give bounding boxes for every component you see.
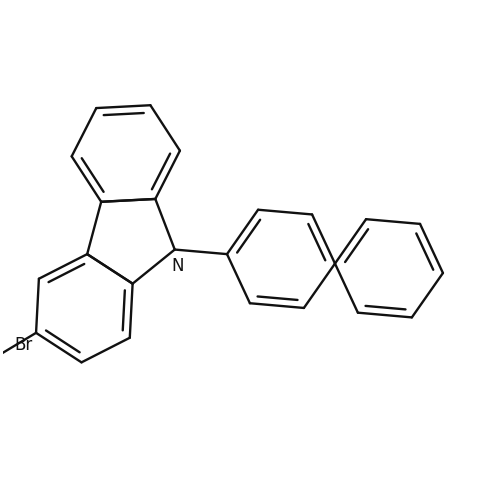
Text: Br: Br <box>14 336 33 354</box>
Text: N: N <box>171 257 184 274</box>
